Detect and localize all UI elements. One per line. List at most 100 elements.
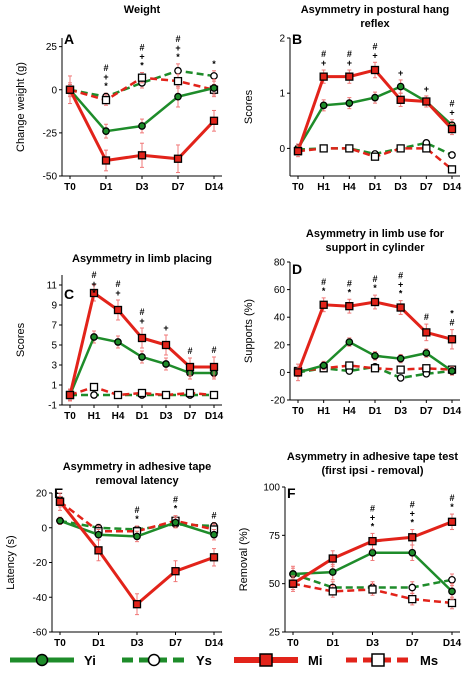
data-point xyxy=(114,338,122,346)
data-point xyxy=(345,338,354,346)
data-point xyxy=(396,365,405,374)
data-point xyxy=(173,154,183,163)
legend-marker xyxy=(259,653,273,667)
data-point xyxy=(345,99,354,107)
y-tick-label: 7 xyxy=(51,321,57,332)
data-point xyxy=(408,594,417,604)
data-point xyxy=(102,127,110,135)
series-Yi xyxy=(56,516,218,543)
x-tick-label: D7 xyxy=(406,638,419,649)
x-tick-label: D14 xyxy=(443,406,462,417)
data-point xyxy=(319,101,328,110)
series-Mi xyxy=(65,284,219,402)
significance-mark: # xyxy=(347,278,352,288)
data-point xyxy=(174,92,182,101)
significance-mark: + xyxy=(398,280,403,290)
panel-title: removal latency xyxy=(95,475,179,487)
data-point xyxy=(345,144,354,153)
data-point xyxy=(90,333,98,341)
x-tick-label: H1 xyxy=(317,182,330,193)
y-tick-label: 50 xyxy=(269,579,281,590)
significance-mark: + xyxy=(347,58,352,68)
x-tick-label: H4 xyxy=(112,411,125,422)
data-point xyxy=(210,530,218,539)
series-Ms xyxy=(293,144,457,174)
x-tick-label: D7 xyxy=(184,411,197,422)
panel-A: Weight A -50 -25 0 25 T0 D1 D3 D7 D14 Change weight… xyxy=(15,4,224,193)
significance-mark: # xyxy=(115,279,120,289)
x-tick-label: D3 xyxy=(136,182,149,193)
panel-title: reflex xyxy=(360,18,390,30)
x-tick-label: D3 xyxy=(394,182,407,193)
significance-mark: + xyxy=(449,108,454,118)
x-tick-label: H4 xyxy=(343,406,356,417)
data-point xyxy=(209,362,219,372)
significance-mark: # xyxy=(211,511,216,521)
data-point xyxy=(137,333,147,343)
data-point xyxy=(328,568,337,576)
significance-mark: + xyxy=(370,512,375,522)
x-tick-label: D14 xyxy=(443,182,462,193)
legend-label: Mi xyxy=(308,653,322,668)
series-Mi xyxy=(65,75,219,174)
legend-item-Yi: Yi xyxy=(10,653,96,668)
data-point xyxy=(371,351,379,360)
legend-marker xyxy=(147,653,161,667)
data-point xyxy=(447,598,457,608)
data-point xyxy=(396,303,405,312)
data-point xyxy=(368,536,377,546)
data-point xyxy=(185,362,195,372)
significance-mark: + xyxy=(410,509,415,519)
significance-mark: + xyxy=(139,52,144,62)
data-point xyxy=(90,391,98,399)
y-tick-label: 3 xyxy=(51,361,57,372)
legend: Yi Ys Mi Ms xyxy=(10,653,438,668)
data-point xyxy=(209,390,219,400)
data-point xyxy=(171,567,180,576)
y-axis-label: Scores xyxy=(15,322,27,357)
y-tick-label: 1 xyxy=(279,89,285,100)
data-point xyxy=(448,367,456,375)
significance-mark: * xyxy=(322,286,326,296)
significance-mark: * xyxy=(348,287,352,297)
y-tick-label: 11 xyxy=(47,281,58,292)
legend-marker xyxy=(35,653,49,667)
significance-mark: + xyxy=(175,43,180,53)
panel-D: Asymmetry in limb use for support in cyli… xyxy=(243,228,462,417)
legend-item-Ys: Ys xyxy=(122,653,212,668)
significance-mark: + xyxy=(321,58,326,68)
significance-mark: * xyxy=(140,61,144,71)
x-tick-label: D7 xyxy=(169,638,182,649)
data-point xyxy=(319,144,328,153)
data-point xyxy=(370,364,380,373)
x-tick-label: D7 xyxy=(420,182,433,193)
x-tick-label: D1 xyxy=(92,638,105,649)
data-point xyxy=(447,165,457,174)
significance-mark: * xyxy=(373,283,377,293)
x-tick-label: D14 xyxy=(205,182,224,193)
data-point xyxy=(138,353,146,361)
data-point xyxy=(370,297,380,307)
data-point xyxy=(210,84,218,92)
x-tick-label: T0 xyxy=(292,406,304,417)
y-tick-label: 75 xyxy=(269,531,281,542)
data-point xyxy=(422,97,431,106)
significance-mark: * xyxy=(410,518,414,528)
data-point xyxy=(65,390,75,400)
data-point xyxy=(408,583,417,592)
data-point xyxy=(345,72,354,81)
x-tick-label: D7 xyxy=(172,182,185,193)
panel-title: Asymmetry in limb use for xyxy=(306,228,445,240)
data-point xyxy=(345,302,354,311)
y-tick-label: 60 xyxy=(274,285,286,296)
legend-item-Ms: Ms xyxy=(346,653,438,668)
data-point xyxy=(162,360,170,368)
significance-mark: * xyxy=(371,521,375,531)
significance-mark: + xyxy=(103,72,108,82)
y-tick-label: 25 xyxy=(46,42,58,53)
significance-mark: # xyxy=(91,270,96,280)
significance-mark: # xyxy=(103,63,108,73)
data-point xyxy=(345,361,354,370)
data-point xyxy=(370,152,380,161)
